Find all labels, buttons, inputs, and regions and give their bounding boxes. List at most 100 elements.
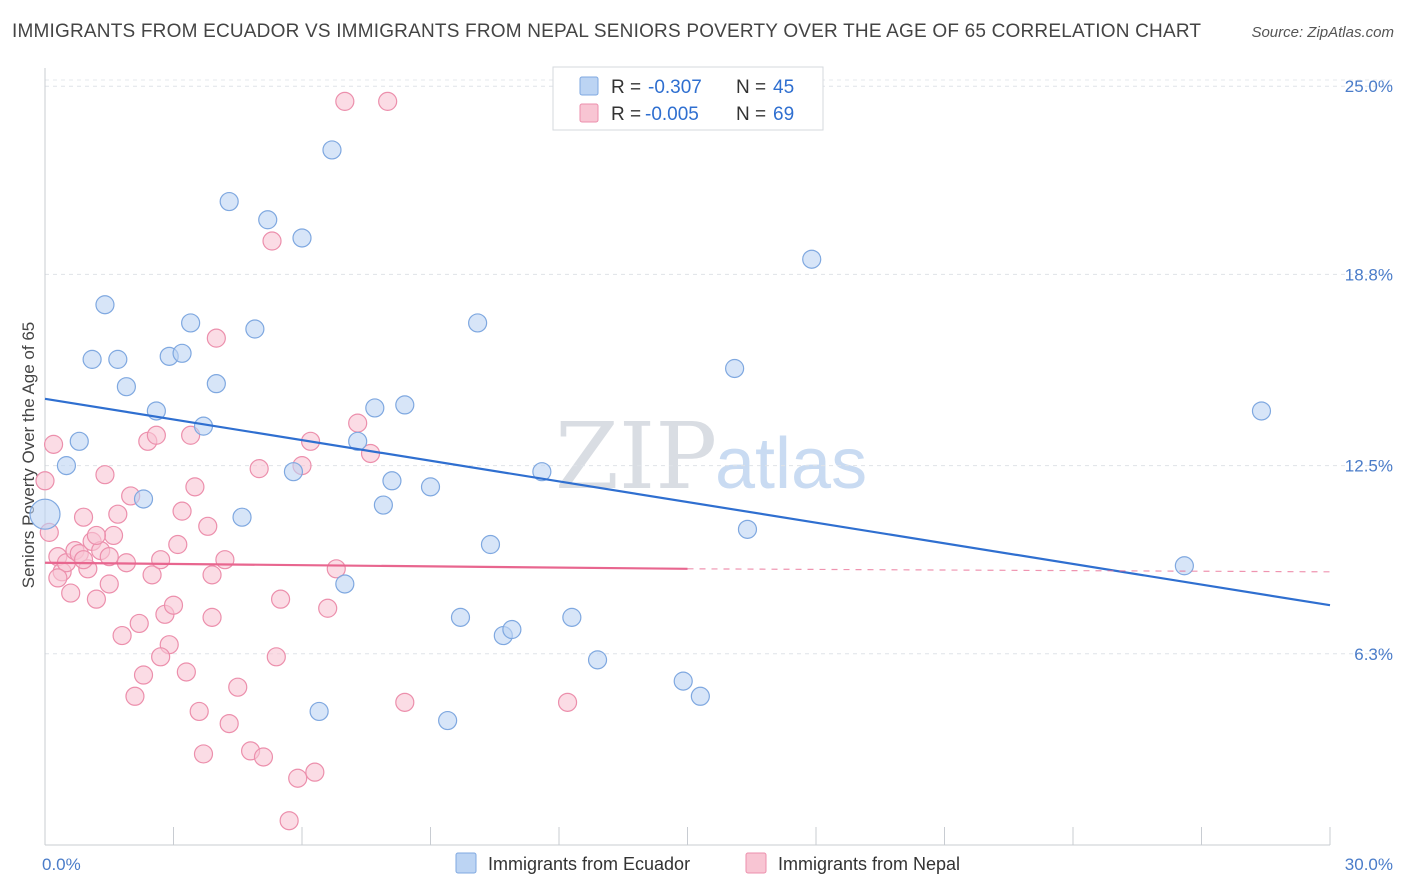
- point-nepal-21: [125, 686, 145, 706]
- point-ecuador-16: [245, 319, 265, 339]
- point-nepal-36: [189, 701, 209, 722]
- point-ecuador-2: [69, 431, 89, 451]
- y-tick-label-3: 25.0%: [1345, 77, 1393, 96]
- point-ecuador-23: [348, 431, 368, 451]
- point-ecuador-18: [283, 462, 304, 482]
- point-ecuador-11: [181, 313, 201, 333]
- point-ecuador-17: [258, 210, 278, 230]
- point-nepal-55: [318, 598, 338, 618]
- point-ecuador-41: [737, 519, 758, 539]
- point-nepal-6: [61, 583, 81, 603]
- point-nepal-31: [168, 534, 188, 555]
- axes: [44, 68, 1331, 846]
- point-ecuador-5: [108, 349, 128, 369]
- point-nepal-37: [193, 744, 214, 764]
- legend-n-value-nepal: 69: [773, 104, 794, 125]
- point-ecuador-44: [1251, 401, 1272, 421]
- point-nepal-46: [253, 747, 274, 767]
- point-ecuador-0: [29, 498, 61, 530]
- y-tick-label-2: 18.8%: [1345, 265, 1393, 284]
- legend-swatch-ecuador: [579, 76, 599, 96]
- point-nepal-40: [206, 328, 226, 348]
- point-ecuador-3: [82, 349, 102, 369]
- trend-line-nepal: [44, 561, 688, 570]
- bottom-legend-swatch-ecuador: [455, 852, 477, 874]
- bottom-legend-nepal: Immigrants from Nepal: [778, 854, 960, 874]
- point-ecuador-42: [802, 249, 822, 269]
- point-ecuador-14: [219, 191, 239, 212]
- point-nepal-60: [378, 91, 398, 111]
- point-ecuador-19: [292, 228, 312, 248]
- point-ecuador-30: [450, 607, 471, 627]
- point-ecuador-34: [502, 619, 522, 640]
- tick-labels: 6.3% 12.5% 18.8% 25.0% 0.0% 30.0%: [42, 77, 1393, 874]
- point-nepal-45: [249, 459, 269, 479]
- x-tick-label-0: 0.0%: [42, 855, 81, 874]
- point-nepal-63: [73, 550, 94, 570]
- legend-r-value-nepal: -0.005: [645, 104, 699, 125]
- legend-n-label-ecuador: N =: [736, 77, 766, 98]
- point-nepal-38: [198, 516, 218, 536]
- point-nepal-18: [112, 625, 132, 646]
- x-tick-label-1: 30.0%: [1345, 855, 1393, 874]
- point-ecuador-36: [562, 607, 582, 627]
- legend-r-label-nepal: R =: [611, 104, 641, 125]
- point-nepal-35: [185, 477, 205, 497]
- watermark-zip: ZIP: [555, 403, 717, 510]
- point-nepal-67: [557, 692, 578, 712]
- point-ecuador-13: [206, 374, 226, 394]
- point-nepal-61: [395, 692, 415, 712]
- point-ecuador-7: [133, 489, 154, 509]
- point-ecuador-10: [172, 343, 192, 363]
- bottom-legend: Immigrants from Ecuador Immigrants from …: [455, 852, 960, 874]
- point-ecuador-37: [587, 650, 608, 670]
- point-ecuador-1: [56, 456, 77, 476]
- point-ecuador-31: [468, 313, 488, 333]
- point-nepal-62: [48, 568, 68, 588]
- y-axis-label: Seniors Poverty Over the Age of 65: [19, 322, 38, 588]
- point-ecuador-27: [395, 395, 415, 415]
- point-nepal-27: [151, 550, 171, 570]
- chart-source: Source: ZipAtlas.com: [1251, 24, 1394, 41]
- trend-line-nepal-extension: [687, 568, 1331, 573]
- point-nepal-41: [215, 550, 235, 570]
- point-ecuador-20: [309, 701, 329, 722]
- point-nepal-68: [86, 525, 107, 546]
- watermark-atlas: atlas: [715, 424, 867, 504]
- point-nepal-54: [305, 762, 325, 782]
- point-ecuador-38: [673, 671, 693, 691]
- point-ecuador-40: [725, 358, 745, 379]
- point-ecuador-25: [373, 495, 393, 515]
- point-nepal-64: [99, 547, 119, 567]
- point-nepal-42: [219, 713, 239, 734]
- point-ecuador-24: [365, 398, 385, 418]
- trend-lines: [44, 397, 1331, 607]
- point-nepal-66: [202, 565, 222, 585]
- point-ecuador-35: [532, 462, 552, 482]
- point-ecuador-39: [690, 686, 710, 706]
- point-ecuador-22: [335, 574, 355, 594]
- chart-title: IMMIGRANTS FROM ECUADOR VS IMMIGRANTS FR…: [12, 21, 1202, 42]
- point-ecuador-29: [438, 710, 458, 731]
- legend-swatch-nepal: [579, 103, 599, 123]
- data-points: [29, 91, 1272, 831]
- point-nepal-12: [86, 589, 107, 609]
- point-nepal-56: [326, 559, 346, 579]
- legend-n-value-ecuador: 45: [773, 77, 794, 98]
- point-ecuador-26: [382, 471, 402, 491]
- point-nepal-48: [266, 647, 286, 667]
- point-nepal-26: [146, 425, 166, 445]
- point-nepal-0: [35, 471, 55, 491]
- point-ecuador-21: [322, 140, 342, 160]
- y-tick-label-1: 12.5%: [1345, 457, 1393, 476]
- point-nepal-47: [262, 231, 282, 251]
- point-nepal-16: [103, 525, 124, 546]
- point-nepal-23: [133, 665, 154, 685]
- point-ecuador-4: [95, 295, 115, 315]
- legend-n-label-nepal: N =: [736, 104, 766, 125]
- point-ecuador-32: [480, 534, 501, 555]
- trend-line-ecuador: [44, 397, 1331, 607]
- point-nepal-22: [129, 613, 149, 634]
- point-nepal-14: [95, 465, 115, 485]
